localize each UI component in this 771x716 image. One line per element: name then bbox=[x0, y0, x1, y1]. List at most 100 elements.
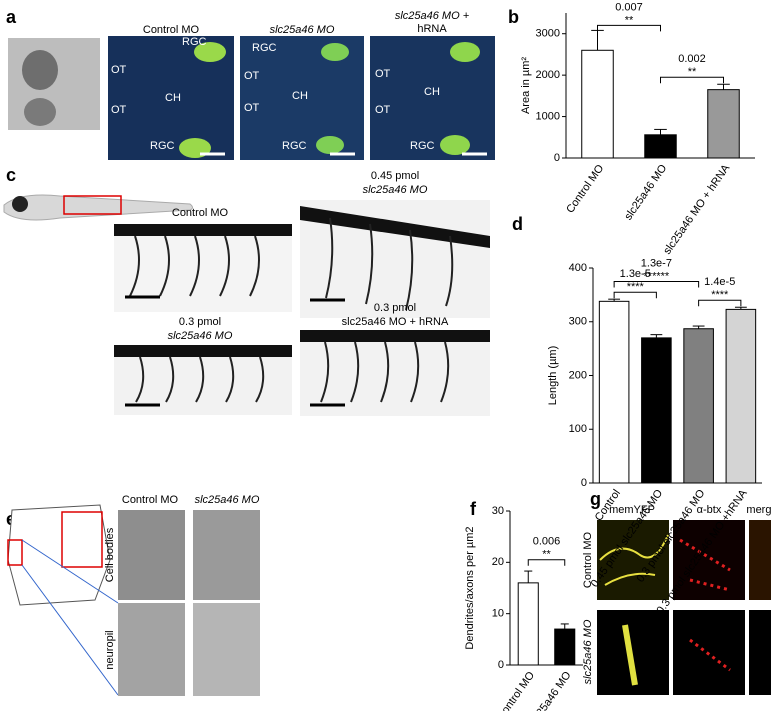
stars: ** bbox=[688, 66, 697, 78]
y-tick-label: 400 bbox=[569, 262, 587, 274]
bar bbox=[725, 308, 757, 484]
significance-bracket bbox=[698, 299, 742, 307]
image-title: slc25a46 MO + bbox=[395, 10, 470, 22]
confocal-image bbox=[597, 520, 669, 600]
confocal-image bbox=[749, 520, 771, 600]
image-title: merge bbox=[746, 504, 771, 516]
y-axis-label: Length (µm) bbox=[547, 346, 559, 406]
image-title: 0.45 pmol bbox=[371, 170, 419, 182]
rgc-signal bbox=[316, 136, 344, 154]
bar bbox=[598, 300, 630, 484]
label: CH bbox=[292, 90, 308, 102]
bar bbox=[554, 628, 576, 666]
em-image bbox=[118, 510, 185, 600]
image-title: slc25a46 MO bbox=[363, 184, 428, 196]
label: RGC bbox=[252, 42, 277, 54]
panel-letter: c bbox=[6, 165, 16, 185]
fish-outline bbox=[3, 194, 193, 221]
stars: ****** bbox=[644, 270, 670, 282]
p-value: 0.006 bbox=[533, 536, 561, 548]
image bbox=[300, 330, 490, 416]
y-tick-label: 0 bbox=[554, 152, 560, 164]
panel-letter: a bbox=[6, 7, 17, 27]
significance-bracket bbox=[660, 76, 724, 84]
image bbox=[114, 224, 292, 312]
stars: **** bbox=[627, 281, 645, 293]
y-tick-label: 20 bbox=[492, 556, 504, 568]
image-title: 0.3 pmol bbox=[179, 316, 221, 328]
x-tick-label: slc25a46 MO bbox=[622, 162, 669, 222]
y-axis-label: Area in µm² bbox=[520, 57, 532, 114]
em-image bbox=[193, 603, 260, 696]
p-value: 0.002 bbox=[678, 53, 706, 65]
axon bbox=[622, 624, 638, 686]
em-image bbox=[193, 510, 260, 600]
fluorescence-images bbox=[108, 36, 495, 160]
vessel-band bbox=[300, 206, 490, 248]
image-title: Control MO bbox=[122, 494, 179, 506]
stars: ** bbox=[542, 549, 551, 561]
bar bbox=[581, 49, 614, 159]
bar bbox=[517, 582, 539, 666]
panel-letter: g bbox=[590, 489, 601, 509]
p-value: 1.4e-5 bbox=[704, 276, 735, 288]
p-value: 1.3e-7 bbox=[641, 257, 672, 269]
p-value: 0.007 bbox=[615, 1, 643, 13]
image-title: 0.3 pmol bbox=[374, 302, 416, 314]
image-title: memYFP bbox=[609, 504, 655, 516]
y-axis-label: Dendrites/axons per µm2 bbox=[464, 526, 476, 649]
y-tick-label: 300 bbox=[569, 316, 587, 328]
label: RGC bbox=[150, 140, 175, 152]
row-label: neuropil bbox=[104, 630, 116, 669]
y-tick-label: 200 bbox=[569, 369, 587, 381]
stars: **** bbox=[711, 289, 729, 301]
y-tick-label: 30 bbox=[492, 505, 504, 517]
row-label: slc25a46 MO bbox=[582, 619, 594, 684]
panel-letter: d bbox=[512, 214, 523, 234]
label: CH bbox=[165, 92, 181, 104]
image-title: slc25a46 MO + hRNA bbox=[342, 316, 449, 328]
row-label: Control MO bbox=[582, 531, 594, 588]
y-tick-label: 3000 bbox=[536, 28, 560, 40]
vessel-band bbox=[114, 345, 292, 357]
image-title: slc25a46 MO bbox=[195, 494, 260, 506]
significance-bracket bbox=[613, 291, 657, 299]
label: RGC bbox=[410, 140, 435, 152]
significance-bracket bbox=[527, 559, 566, 566]
bar bbox=[683, 328, 714, 484]
label: OT bbox=[375, 68, 391, 80]
label: OT bbox=[111, 104, 127, 116]
image-labels: RGC OT OT CH RGC RGC OT OT CH RGC OT OT … bbox=[111, 36, 440, 152]
image-title: Control MO bbox=[143, 24, 200, 36]
image-title: slc25a46 MO bbox=[168, 330, 233, 342]
image-title: α-btx bbox=[697, 504, 722, 516]
label: RGC bbox=[282, 140, 307, 152]
label: OT bbox=[375, 104, 391, 116]
panel-letter: b bbox=[508, 7, 519, 27]
confocal-image bbox=[673, 520, 745, 600]
x-tick-label: Control MO bbox=[495, 669, 537, 711]
rgc-signal bbox=[440, 135, 470, 155]
rgc-signal bbox=[194, 42, 226, 62]
label: RGC bbox=[182, 36, 207, 48]
fish-eye bbox=[12, 196, 28, 212]
bar bbox=[644, 134, 677, 159]
significance-bracket bbox=[613, 280, 700, 288]
p-value: 1.3e-5 bbox=[620, 268, 651, 280]
vessel-band bbox=[300, 330, 490, 342]
row-label: Cell bodies bbox=[104, 527, 116, 582]
receptors bbox=[679, 538, 731, 672]
y-tick-label: 10 bbox=[492, 608, 504, 620]
label: OT bbox=[244, 102, 260, 114]
roi-box bbox=[63, 195, 122, 215]
eye bbox=[24, 98, 56, 126]
image-title: Control MO bbox=[172, 207, 229, 219]
y-tick-label: 2000 bbox=[536, 69, 560, 81]
retina-schematic bbox=[7, 504, 111, 606]
label: OT bbox=[244, 70, 260, 82]
roi-box bbox=[7, 539, 23, 566]
rgc-signal bbox=[450, 42, 480, 62]
vessel-band bbox=[114, 224, 292, 236]
eye bbox=[22, 50, 58, 90]
